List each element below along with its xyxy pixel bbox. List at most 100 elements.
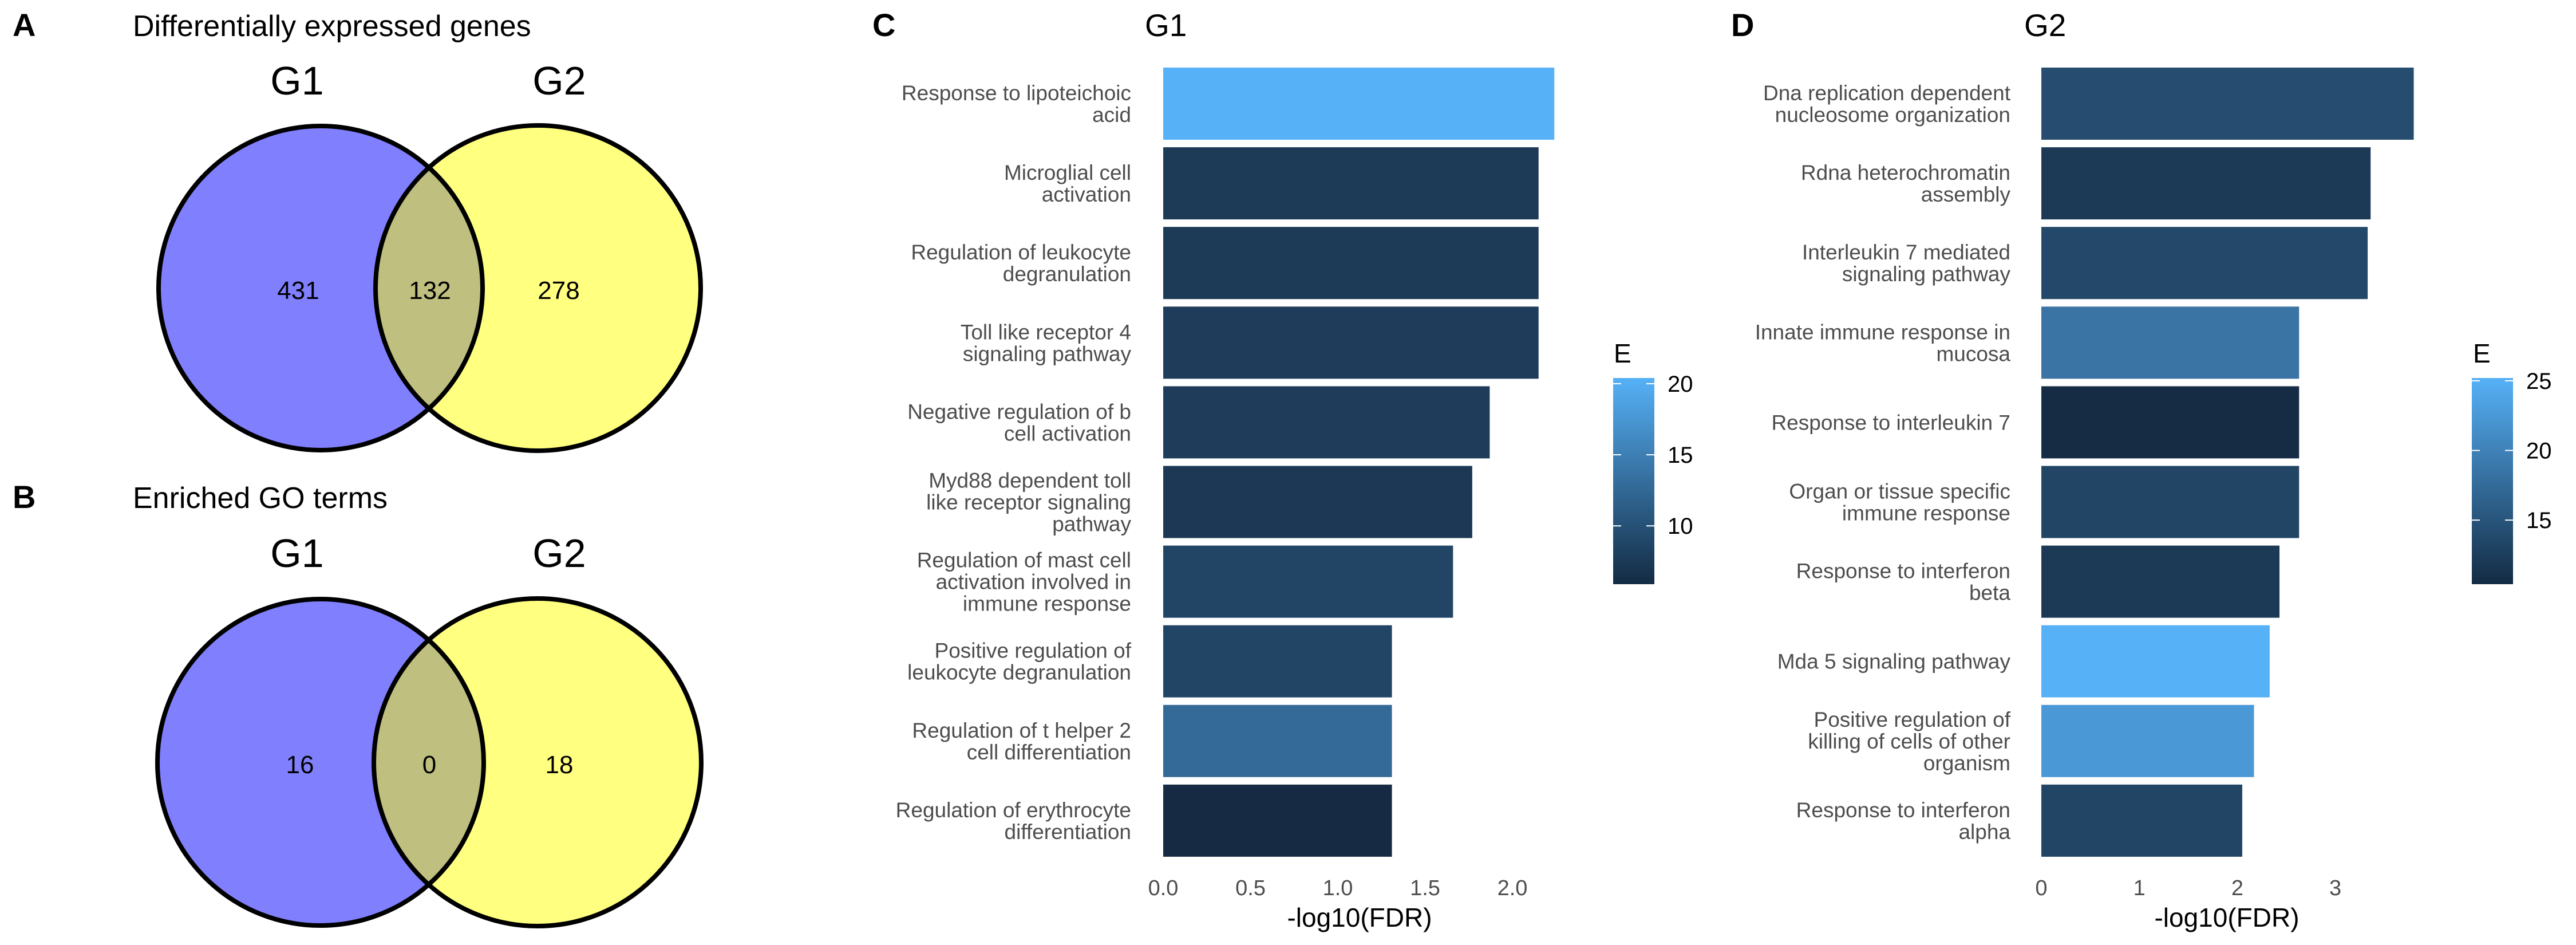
y-axis-label-line: Innate immune response in (1755, 320, 2010, 344)
y-axis-label-d-5: Response to interleukin 7 (1771, 411, 2010, 434)
x-tick-label-d: 1 (2134, 876, 2146, 900)
x-tick-label-d: 3 (2329, 876, 2341, 900)
x-tick-label-c: 2.0 (1498, 876, 1528, 900)
bar-c-9 (1163, 704, 1392, 777)
panel-d: D G2 Dna replication dependent nucleosome… (1731, 7, 2552, 932)
y-axis-label-line: immune response (1842, 502, 2010, 525)
bar-c-8 (1163, 625, 1392, 698)
y-axis-label-c-7: Regulation of mast cell activation involv… (917, 549, 1131, 616)
y-axis-label-line: signaling pathway (1842, 262, 2011, 286)
y-axis-label-line: cell differentiation (967, 741, 1131, 764)
y-axis-label-line: mucosa (1936, 342, 2010, 365)
x-tick-label-c: 0.5 (1235, 876, 1266, 900)
y-axis-label-line: Response to interferon (1796, 560, 2010, 583)
chart-title-c: G1 (1145, 7, 1187, 43)
bar-d-2 (2041, 147, 2371, 220)
x-axis-title-d: -log10(FDR) (2154, 903, 2299, 932)
y-axis-label-line: Negative regulation of b (907, 400, 1131, 423)
x-tick-label-d: 2 (2231, 876, 2243, 900)
legend-title-c: E (1614, 338, 1631, 368)
y-axis-label-line: Toll like receptor 4 (961, 320, 1131, 344)
y-axis-label-c-4: Toll like receptor 4 signaling pathway (961, 320, 1132, 365)
venn-title-b: Enriched GO terms (133, 482, 388, 515)
venn-count-g2-only-b: 18 (546, 751, 574, 779)
y-axis-label-line: Regulation of erythrocyte (896, 798, 1131, 822)
bar-d-5 (2041, 386, 2300, 459)
legend-tick-label-c: 20 (1668, 372, 1693, 397)
y-axis-label-line: Microglial cell (1004, 161, 1131, 184)
set-label-g1-b: G1 (270, 531, 323, 576)
bar-d-4 (2041, 306, 2300, 379)
y-axis-label-line: differentiation (1005, 820, 1131, 844)
y-axis-label-line: Response to interleukin 7 (1771, 411, 2010, 434)
y-axis-label-line: Response to lipoteichoic (902, 81, 1131, 105)
y-axis-label-line: Interleukin 7 mediated (1802, 241, 2010, 264)
bar-c-3 (1163, 227, 1539, 300)
venn-count-g1-only-a: 431 (277, 277, 319, 305)
bar-c-6 (1163, 466, 1472, 538)
bar-c-1 (1163, 68, 1555, 140)
panel-a: A Differentially expressed genes G1 G2 4… (13, 7, 703, 453)
color-legend-c: E 20 15 10 (1613, 338, 1693, 584)
y-axis-label-d-9: Positive regulation of killing of cells o… (1808, 708, 2010, 775)
y-axis-label-d-8: Mda 5 signaling pathway (1777, 650, 2011, 674)
y-axis-label-line: Positive regulation of (1814, 708, 2011, 731)
y-axis-label-line: degranulation (1003, 262, 1131, 286)
bar-c-5 (1163, 386, 1490, 459)
venn-outline-g1-a (156, 124, 485, 452)
y-axis-label-line: Organ or tissue specific (1789, 480, 2010, 503)
y-axis-label-c-8: Positive regulation of leukocyte degranul… (907, 639, 1132, 684)
y-axis-label-line: organism (1923, 751, 2010, 775)
bar-chart-c: Response to lipoteichoic acid Microglial c… (896, 68, 1555, 900)
y-axis-label-line: nucleosome organization (1775, 103, 2010, 127)
x-axis-title-c: -log10(FDR) (1287, 903, 1432, 932)
legend-ticks-c: 20 15 10 (1613, 372, 1693, 539)
y-axis-label-line: pathway (1052, 513, 1131, 536)
y-axis-label-d-2: Rdna heterochromatin assembly (1801, 161, 2011, 206)
panel-letter-d: D (1731, 7, 1754, 43)
y-axis-label-line: like receptor signaling (926, 491, 1131, 514)
set-label-g2-b: G2 (532, 531, 586, 576)
venn-title-a: Differentially expressed genes (133, 10, 531, 43)
set-label-g1-a: G1 (270, 58, 323, 103)
venn-count-overlap-a: 132 (409, 277, 451, 305)
venn-count-overlap-b: 0 (422, 751, 436, 779)
venn-outline-g2-b (372, 596, 704, 928)
bar-d-10 (2041, 784, 2242, 857)
y-axis-label-line: Rdna heterochromatin (1801, 161, 2010, 184)
y-axis-label-line: Myd88 dependent toll (929, 469, 1131, 493)
bar-d-8 (2041, 625, 2270, 698)
bar-c-4 (1163, 306, 1539, 379)
y-axis-label-line: alpha (1958, 820, 2010, 844)
y-axis-label-line: acid (1092, 103, 1131, 127)
y-axis-label-c-2: Microglial cell activation (1004, 161, 1131, 206)
y-axis-label-d-1: Dna replication dependent nucleosome orga… (1763, 81, 2011, 127)
y-axis-label-line: cell activation (1004, 422, 1131, 445)
y-axis-label-c-6: Myd88 dependent toll like receptor signal… (926, 469, 1131, 536)
bar-chart-d: Dna replication dependent nucleosome orga… (1755, 68, 2414, 900)
bar-c-10 (1163, 784, 1392, 857)
y-axis-label-line: beta (1969, 581, 2010, 605)
y-axis-label-c-5: Negative regulation of b cell activation (907, 400, 1131, 445)
legend-title-d: E (2473, 338, 2491, 368)
y-axis-label-d-10: Response to interferon alpha (1796, 798, 2011, 844)
y-axis-label-c-3: Regulation of leukocyte degranulation (911, 241, 1131, 286)
y-axis-label-line: killing of cells of other (1808, 730, 2010, 753)
legend-ticks-d: 25 20 15 (2472, 369, 2552, 533)
legend-tick-label-c: 10 (1668, 514, 1693, 539)
legend-tick-label-d: 20 (2526, 438, 2552, 463)
y-axis-label-line: signaling pathway (963, 342, 1132, 365)
y-axis-label-line: Regulation of leukocyte (911, 241, 1131, 264)
y-axis-label-line: Regulation of t helper 2 (912, 719, 1131, 742)
x-tick-label-c: 0.0 (1148, 876, 1179, 900)
bar-d-6 (2041, 466, 2300, 538)
x-tick-label-c: 1.0 (1323, 876, 1353, 900)
y-axis-label-line: Regulation of mast cell (917, 549, 1131, 572)
y-axis-label-d-3: Interleukin 7 mediated signaling pathway (1802, 241, 2011, 286)
bar-d-1 (2041, 68, 2414, 140)
y-axis-label-line: Mda 5 signaling pathway (1777, 650, 2011, 674)
legend-tick-label-d: 15 (2526, 508, 2552, 533)
panel-b: B Enriched GO terms G1 G2 16 0 18 (13, 479, 704, 928)
y-axis-label-line: Response to interferon (1796, 798, 2010, 822)
